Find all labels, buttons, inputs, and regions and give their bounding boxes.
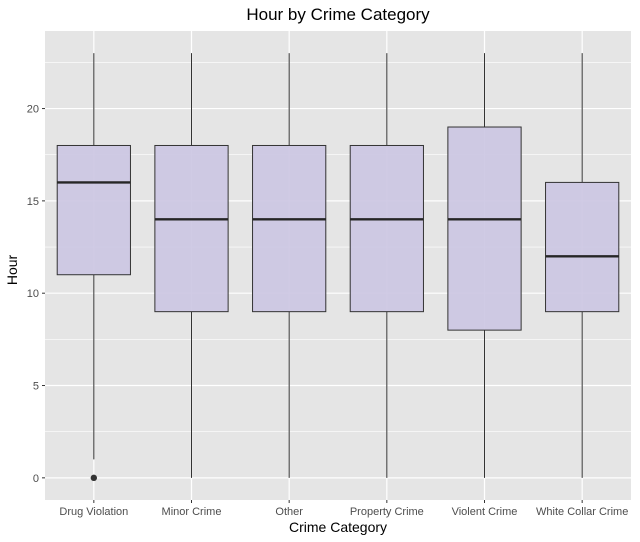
box-group — [252, 53, 327, 478]
y-axis: 0 5 10 15 20 — [27, 104, 45, 485]
iqr-box — [154, 144, 229, 313]
x-tick-label: Violent Crime — [452, 506, 518, 518]
x-tick-label: White Collar Crime — [536, 506, 628, 518]
iqr-box — [349, 144, 424, 313]
y-axis-title: Hour — [4, 254, 20, 285]
grid-minor-lines — [45, 62, 631, 432]
iqr-box — [252, 144, 327, 313]
x-axis: Drug Violation Minor Crime Other Property C… — [59, 500, 628, 518]
outlier-point — [90, 474, 98, 482]
box-group — [545, 53, 620, 478]
y-tick-label: 0 — [33, 473, 39, 485]
box-series — [56, 53, 620, 482]
y-tick-label: 10 — [27, 288, 39, 300]
x-tick-label: Property Crime — [350, 506, 424, 518]
y-tick-label: 20 — [27, 104, 39, 116]
chart-title: Hour by Crime Category — [246, 5, 430, 24]
box-group — [447, 53, 522, 478]
x-tick-label: Drug Violation — [59, 506, 128, 518]
box-group — [154, 53, 229, 478]
x-tick-label: Other — [275, 506, 303, 518]
box-group — [349, 53, 424, 478]
box-group — [56, 53, 131, 482]
x-tick-label: Minor Crime — [162, 506, 222, 518]
iqr-box — [545, 181, 620, 313]
x-axis-title: Crime Category — [289, 519, 387, 535]
iqr-box — [447, 126, 522, 331]
iqr-box — [56, 144, 131, 276]
plot-panel — [45, 31, 631, 500]
y-tick-label: 15 — [27, 196, 39, 208]
y-tick-label: 5 — [33, 381, 39, 393]
